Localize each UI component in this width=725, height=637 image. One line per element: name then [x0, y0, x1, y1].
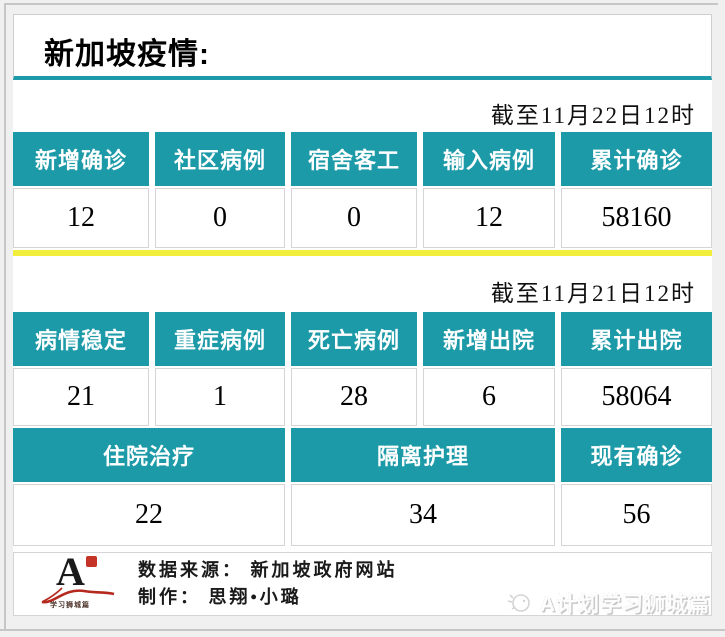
red-swoosh-icon [41, 587, 115, 604]
footer-credits: 数据来源： 新加坡政府网站 制作： 思翔•小璐 [138, 559, 398, 610]
brand-logo-letter: A [56, 549, 85, 594]
footer-bar: A 学习狮城篇 数据来源： 新加坡政府网站 制作： 思翔•小璐 [13, 552, 712, 616]
table1-value-community-cases: 0 [155, 188, 285, 248]
table1-value-dorm-workers: 0 [291, 188, 417, 248]
watermark-lion-icon [507, 594, 530, 612]
table3-header-isolation-care: 隔离护理 [291, 428, 555, 482]
brand-logo: A 学习狮城篇 [40, 552, 120, 612]
table3-value-hospitalized: 22 [13, 484, 285, 546]
table3-value-row: 22 34 56 [13, 484, 712, 546]
watermark: A计划学习狮城篇 [504, 586, 710, 620]
title-bar: 新加坡疫情: [13, 14, 712, 80]
table2-value-death-cases: 28 [291, 368, 417, 426]
table3-header-active-cases: 现有确诊 [561, 428, 712, 482]
table1-header-community-cases: 社区病例 [155, 132, 285, 186]
table1-header-dorm-workers: 宿舍客工 [291, 132, 417, 186]
red-seal-icon [86, 556, 97, 567]
data-source-line: 数据来源： 新加坡政府网站 [138, 559, 398, 580]
table3-header-hospitalized: 住院治疗 [13, 428, 285, 482]
brand-logo-sub-label: 学习狮城篇 [50, 602, 90, 609]
as-of-date-section1: 截至11月22日12时 [13, 80, 712, 128]
watermark-text: A计划学习狮城篇 [539, 593, 710, 616]
frame-line-left [4, 3, 6, 631]
table2-value-total-discharged: 58064 [561, 368, 712, 426]
table1-value-new-confirmed: 12 [13, 188, 149, 248]
table1-value-total-confirmed: 58160 [561, 188, 712, 248]
as-of-date-section2: 截至11月21日12时 [13, 258, 712, 306]
page-title: 新加坡疫情: [44, 38, 210, 71]
table2-value-row: 21 1 28 6 58064 [13, 368, 712, 426]
table1-header-row: 新增确诊 社区病例 宿舍客工 输入病例 累计确诊 [13, 132, 712, 186]
table1-value-imported-cases: 12 [423, 188, 555, 248]
frame-line-bottom [0, 629, 725, 631]
table2-header-death-cases: 死亡病例 [291, 312, 417, 366]
section-divider-line [13, 250, 712, 256]
frame-line-top [4, 3, 718, 5]
table2-value-critical-cases: 1 [155, 368, 285, 426]
table1-header-new-confirmed: 新增确诊 [13, 132, 149, 186]
table1-value-row: 12 0 0 12 58160 [13, 188, 712, 248]
table1-header-total-confirmed: 累计确诊 [561, 132, 712, 186]
table3-value-isolation-care: 34 [291, 484, 555, 546]
table2-header-new-discharged: 新增出院 [423, 312, 555, 366]
table3-header-row: 住院治疗 隔离护理 现有确诊 [13, 428, 712, 482]
maker-line: 制作： 思翔•小璐 [138, 587, 302, 607]
table2-value-stable-condition: 21 [13, 368, 149, 426]
table1-header-imported-cases: 输入病例 [423, 132, 555, 186]
table2-header-critical-cases: 重症病例 [155, 312, 285, 366]
table2-value-new-discharged: 6 [423, 368, 555, 426]
table2-header-stable-condition: 病情稳定 [13, 312, 149, 366]
table3-value-active-cases: 56 [561, 484, 712, 546]
as-of-date-2-text: 截至11月21日12时 [490, 280, 696, 306]
table2-header-row: 病情稳定 重症病例 死亡病例 新增出院 累计出院 [13, 312, 712, 366]
as-of-date-1-text: 截至11月22日12时 [490, 102, 696, 128]
table2-header-total-discharged: 累计出院 [561, 312, 712, 366]
